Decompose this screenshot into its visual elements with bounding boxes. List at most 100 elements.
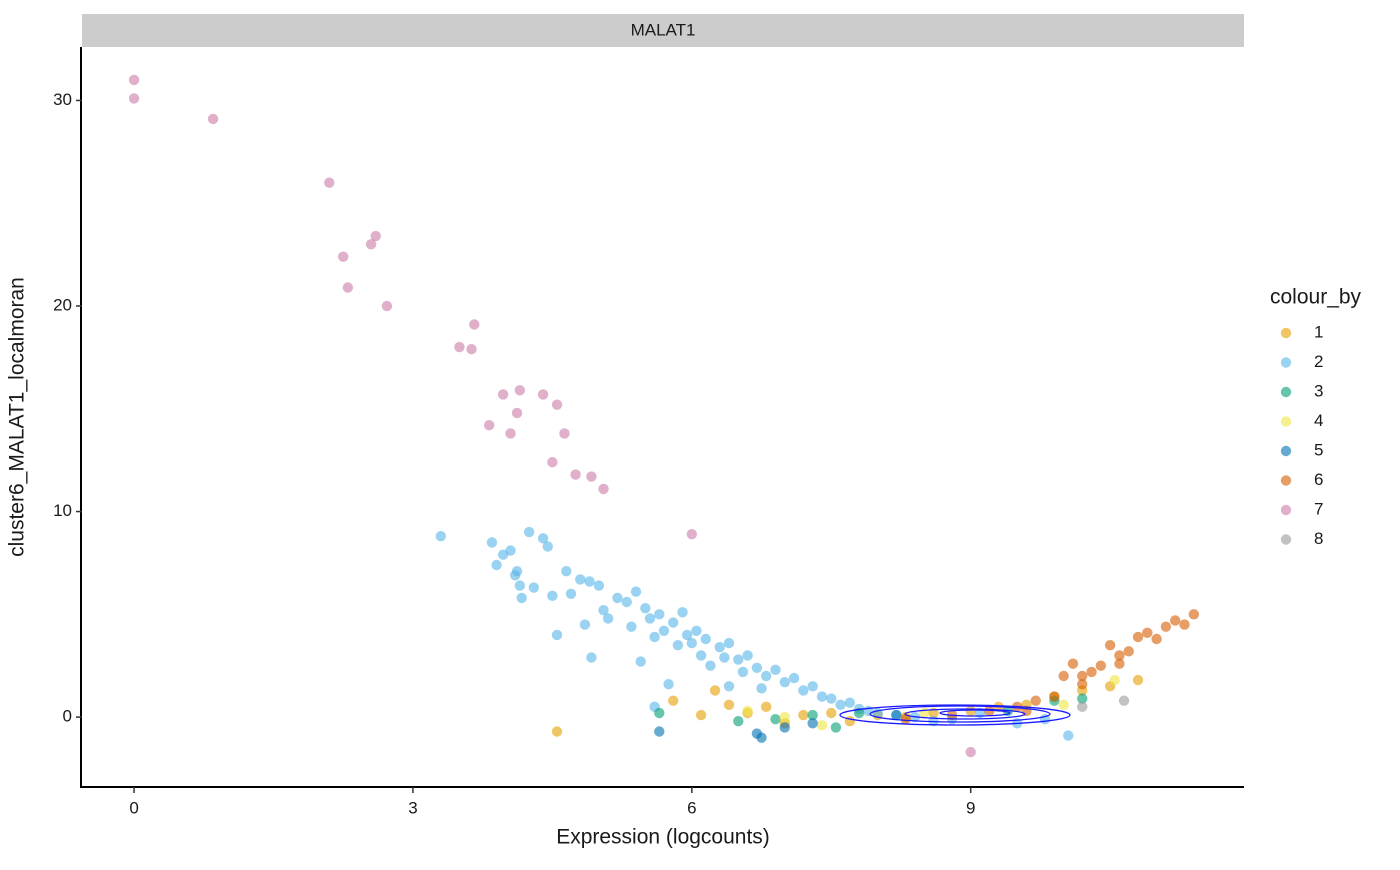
- point: [695, 650, 707, 661]
- point: [691, 625, 702, 636]
- point: [483, 420, 495, 431]
- point: [779, 711, 790, 723]
- point: [486, 537, 498, 548]
- point: [919, 707, 930, 719]
- point: [528, 582, 539, 593]
- point: [760, 701, 772, 713]
- point: [1095, 660, 1107, 671]
- point: [1086, 666, 1097, 678]
- point: [1132, 674, 1144, 686]
- point: [756, 683, 767, 694]
- point: [1188, 609, 1200, 620]
- point: [612, 592, 623, 604]
- point: [681, 629, 693, 641]
- point: [1160, 621, 1172, 632]
- point: [570, 469, 581, 480]
- point: [630, 586, 642, 597]
- strip: [82, 14, 1244, 47]
- point: [709, 685, 721, 696]
- point: [900, 713, 911, 725]
- point: [491, 559, 502, 571]
- point: [1058, 670, 1069, 682]
- point: [654, 707, 665, 719]
- point: [454, 341, 465, 353]
- strip-label: MALAT1: [631, 20, 696, 39]
- point: [826, 693, 837, 704]
- point: [1077, 693, 1088, 704]
- point: [700, 633, 711, 645]
- point: [523, 526, 535, 538]
- point: [1142, 627, 1153, 639]
- point: [965, 746, 976, 758]
- point: [575, 574, 586, 585]
- point: [1114, 650, 1125, 661]
- point: [733, 716, 744, 727]
- point: [654, 609, 665, 620]
- point: [672, 639, 684, 651]
- y-tick-label: 0: [63, 707, 72, 726]
- point: [830, 722, 842, 733]
- point: [1114, 658, 1125, 669]
- y-tick-label: 20: [53, 295, 72, 314]
- x-axis-title: Expression (logcounts): [556, 826, 770, 849]
- point: [1132, 631, 1144, 643]
- point: [668, 617, 679, 628]
- point: [365, 239, 377, 250]
- point: [965, 705, 976, 717]
- point: [779, 722, 790, 733]
- point: [621, 596, 632, 608]
- point: [742, 705, 753, 717]
- point: [324, 177, 335, 188]
- point: [770, 664, 781, 676]
- x-tick-label: 6: [687, 798, 696, 817]
- legend-label: 4: [1314, 411, 1323, 430]
- point: [686, 528, 698, 540]
- point: [586, 471, 597, 482]
- point: [1151, 633, 1162, 645]
- point: [128, 74, 140, 86]
- legend-marker: [1280, 475, 1292, 486]
- legend-marker: [1280, 504, 1292, 516]
- point: [807, 709, 818, 721]
- legend-marker: [1280, 357, 1292, 368]
- point: [586, 652, 597, 663]
- point: [1118, 695, 1130, 706]
- point: [640, 602, 651, 614]
- point: [1063, 730, 1074, 741]
- point: [644, 613, 656, 624]
- legend-label: 7: [1314, 499, 1323, 518]
- point: [435, 531, 447, 542]
- point: [381, 300, 393, 312]
- point: [835, 699, 846, 710]
- point: [469, 319, 480, 330]
- point: [760, 670, 772, 682]
- point: [626, 621, 637, 632]
- point: [514, 580, 526, 591]
- point: [551, 726, 563, 737]
- point: [511, 565, 523, 577]
- point: [516, 592, 527, 604]
- point: [705, 660, 716, 671]
- legend-marker: [1280, 386, 1292, 398]
- point: [1058, 699, 1069, 710]
- x-tick-label: 3: [408, 798, 417, 817]
- point: [602, 613, 614, 624]
- point: [1179, 619, 1190, 630]
- legend-label: 6: [1314, 470, 1323, 489]
- point: [714, 642, 725, 653]
- point: [565, 588, 577, 599]
- y-tick-label: 10: [53, 501, 72, 520]
- x-tick-label: 9: [966, 798, 975, 817]
- y-axis-title: cluster6_MALAT1_localmoran: [6, 277, 29, 557]
- point: [844, 716, 856, 727]
- point: [511, 407, 523, 419]
- point: [668, 695, 679, 706]
- point: [593, 580, 605, 591]
- point: [719, 652, 730, 663]
- point: [807, 718, 818, 729]
- plot-area: [128, 74, 1200, 758]
- point: [816, 720, 828, 731]
- legend-marker: [1280, 534, 1292, 545]
- legend-label: 1: [1314, 322, 1323, 341]
